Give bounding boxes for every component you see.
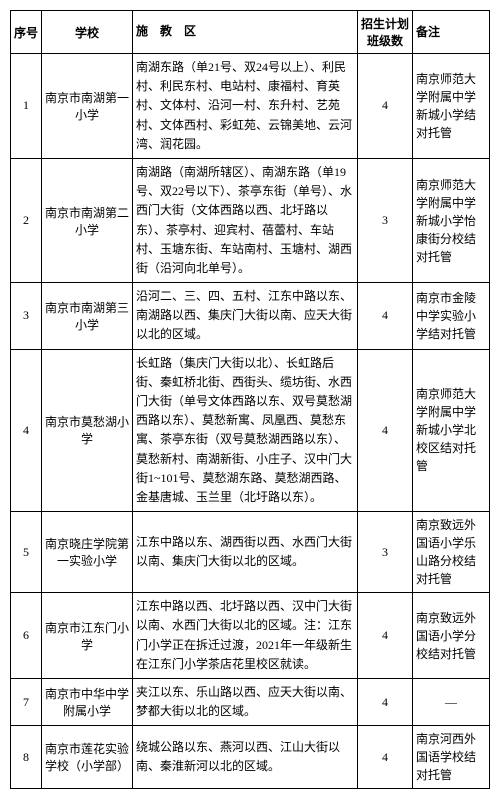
cell-zone: 江东中路以东、湖西街以西、水西门大街以南、集庆门大街以北的区域。 [133,512,358,593]
cell-note: 南京市金陵中学实验小学结对托管 [413,283,490,350]
header-note: 备注 [413,11,490,54]
cell-plan: 3 [358,512,413,593]
cell-zone: 长虹路（集庆门大街以北）、长虹路后街、秦虹桥北街、西街头、缆坊街、水西门大街（单… [133,349,358,512]
cell-school: 南京市中华中学附属小学 [42,678,133,725]
table-row: 1南京市南湖第一小学南湖东路（单21号、双24号以上）、利民村、利民东村、电站村… [11,54,490,159]
cell-note: 南京师范大学附属中学新城小学结对托管 [413,54,490,159]
cell-seq: 4 [11,349,42,512]
cell-seq: 3 [11,283,42,350]
cell-zone: 沿河二、三、四、五村、江东中路以东、南湖路以西、集庆门大街以南、应天大街以北的区… [133,283,358,350]
cell-zone: 绕城公路以东、燕河以西、江山大街以南、秦淮新河以北的区域。 [133,726,358,789]
cell-school: 南京晓庄学院第一实验小学 [42,512,133,593]
cell-school: 南京市南湖第二小学 [42,158,133,282]
cell-school: 南京市南湖第三小学 [42,283,133,350]
cell-seq: 6 [11,593,42,679]
cell-school: 南京市南湖第一小学 [42,54,133,159]
cell-note: 南京师范大学附属中学新城小学北校区结对托管 [413,349,490,512]
table-row: 6南京市江东门小学江东中路以西、北圩路以西、汉中门大街以南、水西门大街以北的区域… [11,593,490,679]
cell-note: 南京致远外国语小学乐山路分校结对托管 [413,512,490,593]
cell-school: 南京市江东门小学 [42,593,133,679]
cell-school: 南京市莫愁湖小学 [42,349,133,512]
table-row: 7南京市中华中学附属小学夹江以东、乐山路以西、应天大街以南、梦都大街以北的区域。… [11,678,490,725]
cell-plan: 3 [358,158,413,282]
cell-note: 南京致远外国语小学分校结对托管 [413,593,490,679]
cell-plan: 4 [358,283,413,350]
cell-plan: 4 [358,593,413,679]
cell-zone: 南湖路（南湖所辖区）、南湖东路（单19号、双22号以下）、茶亭东街（单号）、水西… [133,158,358,282]
table-row: 5南京晓庄学院第一实验小学江东中路以东、湖西街以西、水西门大街以南、集庆门大街以… [11,512,490,593]
cell-seq: 1 [11,54,42,159]
cell-zone: 南湖东路（单21号、双24号以上）、利民村、利民东村、电站村、康福村、育英村、文… [133,54,358,159]
enrollment-table: 序号 学校 施 教 区 招生计划班级数 备注 1南京市南湖第一小学南湖东路（单2… [10,10,490,789]
header-school: 学校 [42,11,133,54]
cell-seq: 2 [11,158,42,282]
cell-note: 南京河西外国语学校结对托管 [413,726,490,789]
table-row: 8南京市莲花实验学校（小学部）绕城公路以东、燕河以西、江山大街以南、秦淮新河以北… [11,726,490,789]
table-row: 3南京市南湖第三小学沿河二、三、四、五村、江东中路以东、南湖路以西、集庆门大街以… [11,283,490,350]
cell-seq: 8 [11,726,42,789]
cell-zone: 江东中路以西、北圩路以西、汉中门大街以南、水西门大街以北的区域。注：江东门小学正… [133,593,358,679]
header-plan: 招生计划班级数 [358,11,413,54]
header-seq: 序号 [11,11,42,54]
cell-seq: 7 [11,678,42,725]
cell-school: 南京市莲花实验学校（小学部） [42,726,133,789]
table-row: 4南京市莫愁湖小学长虹路（集庆门大街以北）、长虹路后街、秦虹桥北街、西街头、缆坊… [11,349,490,512]
cell-plan: 4 [358,349,413,512]
header-row: 序号 学校 施 教 区 招生计划班级数 备注 [11,11,490,54]
cell-note: — [413,678,490,725]
table-row: 2南京市南湖第二小学南湖路（南湖所辖区）、南湖东路（单19号、双22号以下）、茶… [11,158,490,282]
cell-plan: 4 [358,726,413,789]
cell-zone: 夹江以东、乐山路以西、应天大街以南、梦都大街以北的区域。 [133,678,358,725]
header-zone: 施 教 区 [133,11,358,54]
cell-plan: 4 [358,678,413,725]
cell-seq: 5 [11,512,42,593]
cell-plan: 4 [358,54,413,159]
cell-note: 南京师范大学附属中学新城小学怡康街分校结对托管 [413,158,490,282]
